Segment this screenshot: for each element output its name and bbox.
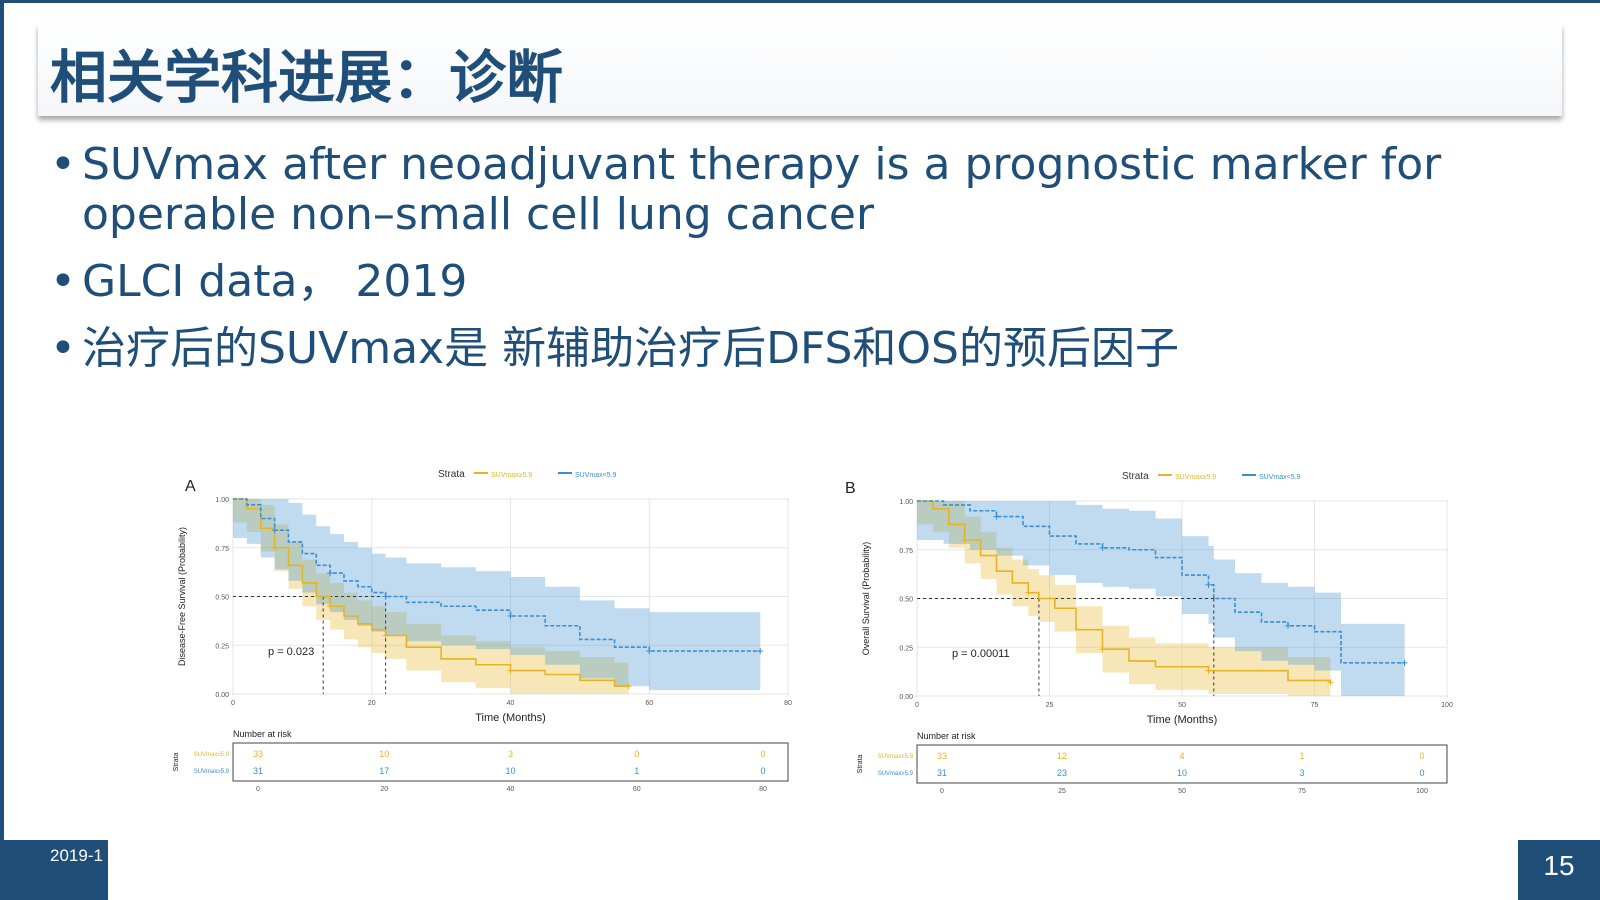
km-curves-svg: A Strata SUVmax≥5.9 SUVmax<5.9 0.00 0.25 0.50 0… bbox=[173, 469, 1453, 795]
risk-x-tick-label: 0 bbox=[256, 786, 260, 793]
y-axis-title: Disease-Free Survival (Probability) bbox=[177, 527, 187, 666]
y-tick-label: 1.00 bbox=[899, 499, 913, 506]
bullet-item: • GLCI data， 2019 bbox=[50, 257, 1550, 307]
risk-count-low: 10 bbox=[505, 766, 515, 776]
bullet-dot-icon: • bbox=[50, 139, 76, 190]
risk-row-label-high: SUVmax≥5.9 bbox=[194, 752, 230, 758]
legend-label-low: SUVmax<5.9 bbox=[575, 472, 617, 479]
x-tick-label: 40 bbox=[507, 700, 515, 707]
risk-table-frame bbox=[916, 744, 1448, 784]
curve-low bbox=[233, 498, 761, 652]
risk-x-tick-label: 20 bbox=[380, 786, 388, 793]
y-tick-label: 0.75 bbox=[899, 548, 913, 555]
risk-count-high: 33 bbox=[253, 749, 263, 759]
y-tick-label: 0.00 bbox=[215, 692, 229, 699]
left-border bbox=[0, 0, 4, 900]
title-bar: 相关学科进展：诊断 bbox=[38, 24, 1562, 116]
page-number-box: 15 bbox=[1518, 840, 1600, 900]
risk-count-low: 3 bbox=[1299, 768, 1304, 778]
risk-count-high: 3 bbox=[508, 749, 513, 759]
risk-x-tick-label: 40 bbox=[507, 786, 515, 793]
risk-x-tick-label: 60 bbox=[633, 786, 641, 793]
bullet-dot-icon: • bbox=[50, 323, 76, 374]
risk-row-label-low: SUVmax≥5.9 bbox=[878, 771, 914, 777]
x-tick-label: 20 bbox=[368, 700, 376, 707]
x-tick-label: 80 bbox=[784, 700, 792, 707]
y-tick-label: 0.25 bbox=[215, 643, 229, 650]
risk-count-low: 0 bbox=[1419, 768, 1424, 778]
risk-count-high: 0 bbox=[1419, 751, 1424, 761]
legend-title: Strata bbox=[438, 469, 465, 480]
x-tick-label: 75 bbox=[1311, 702, 1319, 709]
bullet-item: • SUVmax after neoadjuvant therapy is a p… bbox=[50, 140, 1550, 240]
p-value: p = 0.023 bbox=[268, 646, 314, 658]
ci-band-high bbox=[917, 501, 1331, 696]
y-tick-label: 0.25 bbox=[899, 645, 913, 652]
slide-title: 相关学科进展：诊断 bbox=[50, 45, 563, 111]
bullet-item: • 治疗后的SUVmax是 新辅助治疗后DFS和OS的预后因子 bbox=[50, 324, 1550, 374]
risk-count-high: 12 bbox=[1057, 751, 1067, 761]
risk-x-tick-label: 80 bbox=[759, 786, 767, 793]
panel-letter: A bbox=[185, 478, 196, 495]
risk-count-low: 31 bbox=[937, 768, 947, 778]
risk-table-frame bbox=[232, 742, 789, 782]
risk-table-title: Number at risk bbox=[233, 729, 292, 739]
x-tick-label: 0 bbox=[915, 702, 919, 709]
x-tick-label: 0 bbox=[231, 700, 235, 707]
bullet-dot-icon: • bbox=[50, 256, 76, 307]
footer-bar bbox=[0, 840, 108, 900]
x-tick-label: 100 bbox=[1441, 702, 1453, 709]
curve-low bbox=[917, 500, 1405, 664]
y-tick-label: 0.00 bbox=[899, 694, 913, 701]
risk-count-high: 0 bbox=[634, 749, 639, 759]
risk-x-tick-label: 75 bbox=[1298, 788, 1306, 795]
risk-count-high: 4 bbox=[1179, 751, 1184, 761]
bullet-list: • SUVmax after neoadjuvant therapy is a p… bbox=[50, 140, 1550, 391]
page-number: 15 bbox=[1543, 850, 1575, 881]
risk-x-tick-label: 25 bbox=[1058, 788, 1066, 795]
x-tick-label: 50 bbox=[1178, 702, 1186, 709]
x-axis-title: Time (Months) bbox=[475, 712, 546, 724]
y-axis-title: Overall Survival (Probability) bbox=[861, 542, 871, 656]
x-axis-title: Time (Months) bbox=[1147, 714, 1218, 726]
risk-count-low: 0 bbox=[760, 766, 765, 776]
risk-axis-title: Strata bbox=[857, 755, 864, 774]
risk-count-high: 0 bbox=[760, 749, 765, 759]
y-tick-label: 1.00 bbox=[215, 497, 229, 504]
x-tick-label: 60 bbox=[645, 700, 653, 707]
km-figure: A Strata SUVmax≥5.9 SUVmax<5.9 0.00 0.25 0.50 0… bbox=[110, 377, 1516, 830]
ci-band-low bbox=[917, 501, 1405, 696]
bullet-text: SUVmax after neoadjuvant therapy is a pr… bbox=[82, 139, 1442, 240]
risk-count-low: 10 bbox=[1177, 768, 1187, 778]
y-tick-label: 0.50 bbox=[215, 595, 229, 602]
risk-table-title: Number at risk bbox=[917, 731, 976, 741]
risk-x-tick-label: 50 bbox=[1178, 788, 1186, 795]
risk-count-high: 1 bbox=[1299, 751, 1304, 761]
risk-count-low: 23 bbox=[1057, 768, 1067, 778]
bullet-text: GLCI data， 2019 bbox=[82, 256, 468, 307]
risk-axis-title: Strata bbox=[173, 753, 180, 772]
x-tick-label: 25 bbox=[1046, 702, 1054, 709]
y-tick-label: 0.50 bbox=[899, 597, 913, 604]
ci-band-low bbox=[233, 499, 761, 691]
risk-count-low: 17 bbox=[379, 766, 389, 776]
panel-letter: B bbox=[845, 480, 856, 497]
top-border bbox=[0, 0, 1600, 3]
legend-label-high: SUVmax≥5.9 bbox=[1175, 474, 1216, 481]
legend-title: Strata bbox=[1122, 471, 1149, 482]
risk-count-high: 33 bbox=[937, 751, 947, 761]
risk-count-high: 10 bbox=[379, 749, 389, 759]
footer-date: 2019-1 bbox=[50, 846, 103, 865]
y-tick-label: 0.75 bbox=[215, 546, 229, 553]
legend-label-high: SUVmax≥5.9 bbox=[491, 472, 532, 479]
risk-x-tick-label: 100 bbox=[1416, 788, 1428, 795]
risk-x-tick-label: 0 bbox=[940, 788, 944, 795]
bullet-text: 治疗后的SUVmax是 新辅助治疗后DFS和OS的预后因子 bbox=[82, 323, 1179, 374]
risk-row-label-low: SUVmax≥5.9 bbox=[194, 769, 230, 775]
risk-row-label-high: SUVmax≥5.9 bbox=[878, 754, 914, 760]
risk-count-low: 1 bbox=[634, 766, 639, 776]
p-value: p = 0.00011 bbox=[952, 648, 1010, 660]
legend-label-low: SUVmax<5.9 bbox=[1259, 474, 1301, 481]
risk-count-low: 31 bbox=[253, 766, 263, 776]
